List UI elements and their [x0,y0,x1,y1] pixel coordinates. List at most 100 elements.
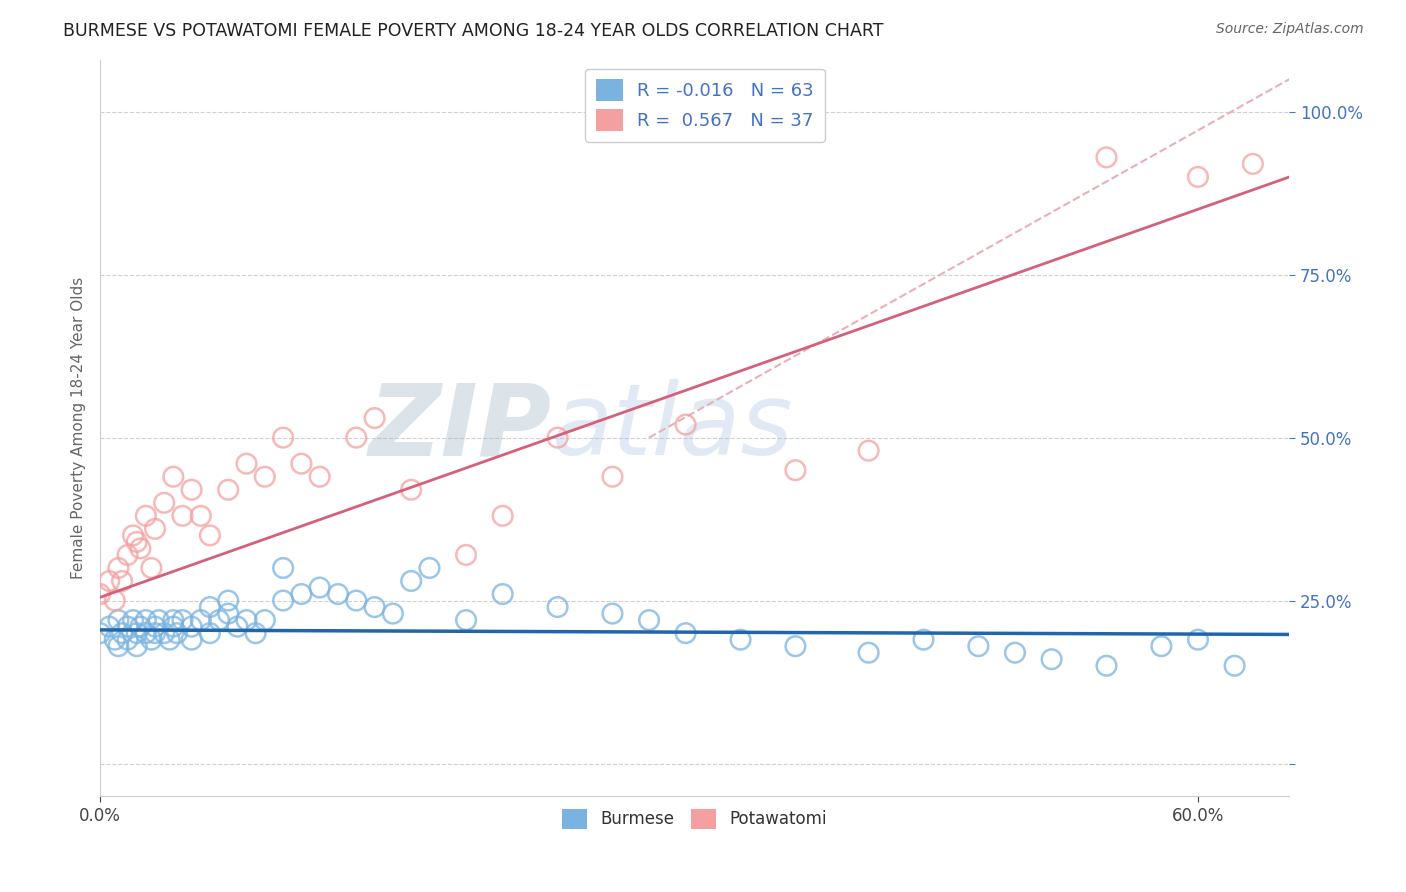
Point [153,496,176,510]
Point [125,535,148,549]
Point [308,469,330,483]
Y-axis label: Female Poverty Among 18-24 Year Olds: Female Poverty Among 18-24 Year Olds [72,277,86,579]
Point [135,613,157,627]
Point [198,626,221,640]
Point [730,632,752,647]
Point [547,600,569,615]
Point [135,508,157,523]
Legend: Burmese, Potawatomi: Burmese, Potawatomi [555,802,834,836]
Point [1223,658,1246,673]
Point [602,469,624,483]
Point [492,587,515,601]
Text: ZIP: ZIP [370,379,553,476]
Point [271,431,294,445]
Point [122,528,145,542]
Point [143,522,166,536]
Point [235,613,257,627]
Point [858,443,880,458]
Point [135,626,157,640]
Point [271,561,294,575]
Point [217,483,239,497]
Point [104,593,127,607]
Point [271,593,294,607]
Point [122,613,145,627]
Point [107,613,129,627]
Point [344,431,367,445]
Point [98,574,121,588]
Point [344,593,367,607]
Point [1095,658,1118,673]
Point [129,620,152,634]
Point [1150,639,1173,653]
Point [153,626,176,640]
Point [148,613,170,627]
Point [381,607,404,621]
Text: BURMESE VS POTAWATOMI FEMALE POVERTY AMONG 18-24 YEAR OLDS CORRELATION CHART: BURMESE VS POTAWATOMI FEMALE POVERTY AMO… [63,22,884,40]
Point [141,561,163,575]
Point [180,632,202,647]
Point [190,613,212,627]
Point [107,561,129,575]
Point [143,620,166,634]
Point [172,508,194,523]
Point [226,620,249,634]
Point [98,620,121,634]
Text: Source: ZipAtlas.com: Source: ZipAtlas.com [1216,22,1364,37]
Point [547,431,569,445]
Point [363,600,385,615]
Point [125,626,148,640]
Point [141,632,163,647]
Point [180,483,202,497]
Point [235,457,257,471]
Point [858,646,880,660]
Point [290,587,312,601]
Point [111,626,134,640]
Point [454,548,477,562]
Point [675,417,697,432]
Point [492,508,515,523]
Point [117,620,139,634]
Point [107,639,129,653]
Point [1187,169,1209,184]
Point [602,607,624,621]
Point [89,587,111,601]
Point [111,574,134,588]
Point [162,613,184,627]
Point [326,587,349,601]
Point [399,483,422,497]
Point [418,561,440,575]
Point [162,469,184,483]
Point [253,613,276,627]
Point [198,528,221,542]
Point [675,626,697,640]
Point [454,613,477,627]
Point [117,632,139,647]
Point [1040,652,1063,666]
Point [399,574,422,588]
Point [190,508,212,523]
Point [638,613,661,627]
Point [1004,646,1026,660]
Point [89,626,111,640]
Point [245,626,267,640]
Point [253,469,276,483]
Point [180,620,202,634]
Point [208,613,231,627]
Point [166,626,188,640]
Point [1187,632,1209,647]
Point [129,541,152,556]
Point [159,632,181,647]
Point [217,593,239,607]
Point [162,620,184,634]
Point [785,463,807,477]
Point [785,639,807,653]
Point [290,457,312,471]
Point [363,411,385,425]
Point [967,639,990,653]
Point [217,607,239,621]
Point [104,632,127,647]
Point [172,613,194,627]
Text: atlas: atlas [553,379,794,476]
Point [1095,150,1118,164]
Point [125,639,148,653]
